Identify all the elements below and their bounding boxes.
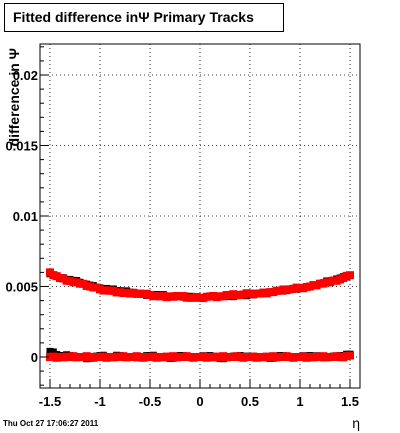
x-tick-label: 1.5 (341, 394, 359, 409)
axis-ticks (40, 46, 351, 388)
data-points (46, 268, 354, 363)
timestamp-footer: Thu Oct 27 17:06:27 2011 (3, 419, 99, 428)
x-tick-label: -1 (94, 394, 106, 409)
data-point (346, 351, 354, 360)
series-1 (46, 268, 354, 303)
grid (40, 44, 360, 388)
x-axis-title: η (352, 415, 360, 431)
y-axis-title: difference in Ψ (6, 48, 22, 146)
series-3 (46, 351, 354, 362)
y-tick-label: 0.02 (13, 68, 38, 83)
x-tick-label: 0 (196, 394, 203, 409)
y-tick-label: 0.01 (13, 209, 38, 224)
tick-labels: -1.5 -1 -0.5 0 0.5 1 1.5 0 0.005 0.01 0.015 0.02 (5, 68, 359, 409)
x-tick-label: 1 (296, 394, 303, 409)
chart-title-box: Fitted difference inΨ Primary Tracks (4, 3, 284, 32)
x-tick-label: -0.5 (139, 394, 161, 409)
x-tick-label: -1.5 (39, 394, 61, 409)
y-tick-label: 0.005 (5, 279, 38, 294)
y-tick-label: 0 (31, 350, 38, 365)
y-tick-label: 0.015 (5, 139, 38, 154)
chart-title: Fitted difference inΨ Primary Tracks (13, 9, 254, 25)
x-tick-label: 0.5 (241, 394, 259, 409)
data-point (346, 271, 354, 280)
